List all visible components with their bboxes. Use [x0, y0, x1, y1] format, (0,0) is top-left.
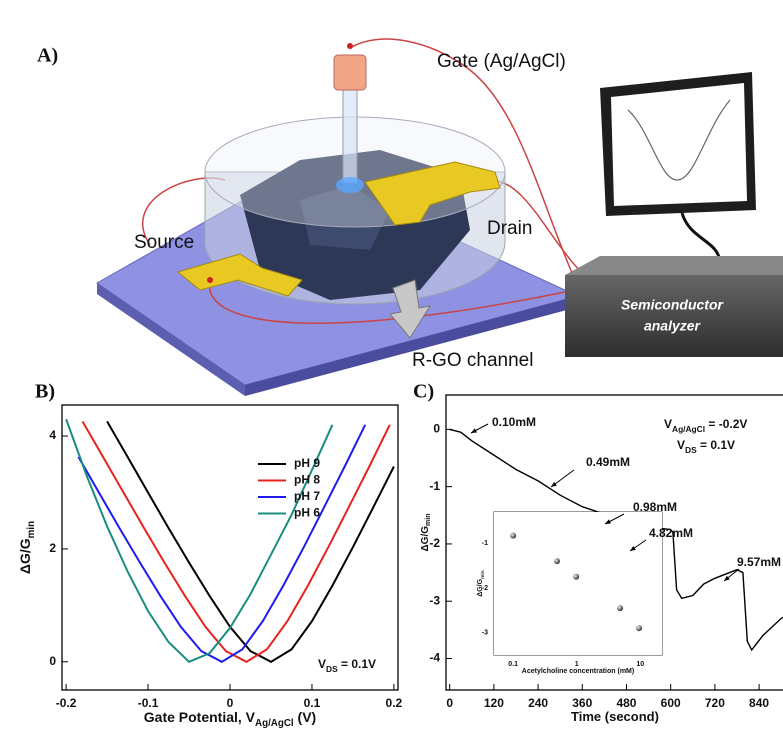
x-tick-label: 1 — [575, 661, 579, 668]
legend-label: pH 7 — [294, 489, 320, 503]
y-tick-label: -1 — [429, 479, 440, 493]
label: R-GO channel — [412, 350, 533, 371]
annotation-part: = 0.1V — [697, 438, 735, 452]
plot-frame — [62, 405, 398, 690]
x-tick-label: 10 — [636, 661, 644, 668]
y-tick-label: -2 — [429, 536, 440, 550]
x-tick-label: 840 — [749, 696, 769, 710]
annotation: 0.98mM — [633, 500, 677, 514]
arrow-head — [551, 482, 557, 487]
monitor-screen — [611, 83, 747, 206]
panel-label: B) — [35, 381, 55, 403]
y-axis-label-part: ΔG/G — [477, 578, 484, 596]
data-line — [66, 419, 332, 662]
annotation-part: = -0.2V — [705, 417, 747, 431]
y-axis-label-part: min — [26, 521, 37, 538]
annotation: VAg/AgCl = -0.2V — [664, 417, 747, 434]
data-point — [617, 605, 623, 611]
label: Drain — [487, 218, 532, 239]
legend-label: pH 8 — [294, 473, 320, 487]
x-tick-label: -0.2 — [56, 696, 77, 710]
gate-glow — [336, 177, 364, 193]
x-tick-label: 360 — [572, 696, 592, 710]
annotation-part: 9.57mM — [737, 555, 781, 569]
x-axis-label-part: Gate Potential, V — [144, 709, 256, 725]
x-tick-label: 600 — [661, 696, 681, 710]
analyzer — [565, 275, 783, 357]
y-axis-label: ΔG/Gmin — [420, 514, 433, 552]
x-tick-label: 480 — [616, 696, 636, 710]
x-tick-label: 120 — [484, 696, 504, 710]
y-axis-label-part: min — [480, 570, 486, 579]
y-tick-label: -3 — [429, 593, 440, 607]
legend-label: pH 6 — [294, 506, 320, 520]
x-axis-label-part: Acetylcholine concentration (mM) — [522, 668, 634, 675]
x-axis-label: Gate Potential, VAg/AgCl (V) — [144, 709, 316, 729]
y-tick-label: 0 — [433, 422, 440, 436]
y-axis-label-part: min — [425, 514, 432, 526]
annotation-part: 4.82mM — [649, 526, 693, 540]
annotation: VDS = 0.1V — [677, 438, 735, 455]
y-tick-label: -1 — [482, 540, 488, 547]
annotation-part: = 0.1V — [338, 657, 376, 671]
annotation-part: V — [677, 438, 685, 452]
y-tick-label: 2 — [49, 541, 56, 555]
annotation-part: V — [664, 417, 672, 431]
x-tick-label: 0.2 — [386, 696, 403, 710]
annotation-part: 0.10mM — [492, 415, 536, 429]
contact — [207, 277, 213, 283]
y-axis-label-part: ΔG/G — [17, 538, 33, 574]
figure: A) Gate (Ag/AgCl) Source Drain R-GO chan… — [0, 0, 783, 734]
data-point — [554, 558, 560, 564]
label: Semiconductor — [621, 297, 724, 313]
analyzer-top — [565, 256, 783, 275]
data-point — [573, 574, 579, 580]
annotation-part: V — [318, 657, 326, 671]
contact — [347, 43, 353, 49]
annotation: 0.10mM — [492, 415, 536, 429]
y-axis-label: ΔG/Gmin — [17, 521, 37, 574]
label: Source — [134, 232, 194, 253]
annotation: 4.82mM — [649, 526, 693, 540]
x-axis-label: Acetylcholine concentration (mM) — [522, 668, 634, 675]
cable — [682, 213, 720, 262]
annotation-part: 0.98mM — [633, 500, 677, 514]
x-tick-label: 240 — [528, 696, 548, 710]
y-tick-label: 0 — [49, 654, 56, 668]
data-point — [636, 625, 642, 631]
x-tick-label: 0.1 — [508, 661, 518, 668]
annotation: VDS = 0.1V — [318, 657, 376, 674]
x-axis-label-part: Ag/AgCl — [255, 718, 294, 729]
data-line — [107, 421, 394, 661]
annotation: 0.49mM — [586, 455, 630, 469]
x-tick-label: 720 — [705, 696, 725, 710]
x-axis-label: Time (second) — [571, 709, 659, 724]
annotation-part: DS — [685, 445, 697, 455]
y-axis-label: ΔG/Gmin — [477, 570, 486, 597]
gate-tube — [343, 88, 357, 183]
data-line — [78, 425, 365, 662]
label: Gate (Ag/AgCl) — [437, 51, 566, 72]
gate-cap — [334, 55, 366, 90]
data-point — [510, 533, 516, 539]
page: {"diagram": {"panel_label": "A)", "gate"… — [0, 0, 783, 734]
panel-label: A) — [37, 45, 58, 67]
y-tick-label: -4 — [429, 651, 440, 665]
annotation-part: Ag/AgCl — [672, 424, 705, 434]
annotation-part: 0.49mM — [586, 455, 630, 469]
y-axis-label-part: ΔG/G — [420, 526, 431, 552]
x-tick-label: 0 — [446, 696, 453, 710]
y-tick-label: -3 — [482, 630, 488, 637]
label: analyzer — [644, 318, 702, 334]
x-axis-label-part: (V) — [294, 709, 317, 725]
schematic — [97, 39, 783, 396]
panel-label: C) — [413, 381, 434, 403]
x-axis-label-part: Time (second) — [571, 709, 659, 724]
y-tick-label: 4 — [49, 428, 56, 442]
inset-bg — [494, 512, 662, 655]
annotation-part: DS — [326, 664, 338, 674]
legend-label: pH 9 — [294, 456, 320, 470]
annotation: 9.57mM — [737, 555, 781, 569]
